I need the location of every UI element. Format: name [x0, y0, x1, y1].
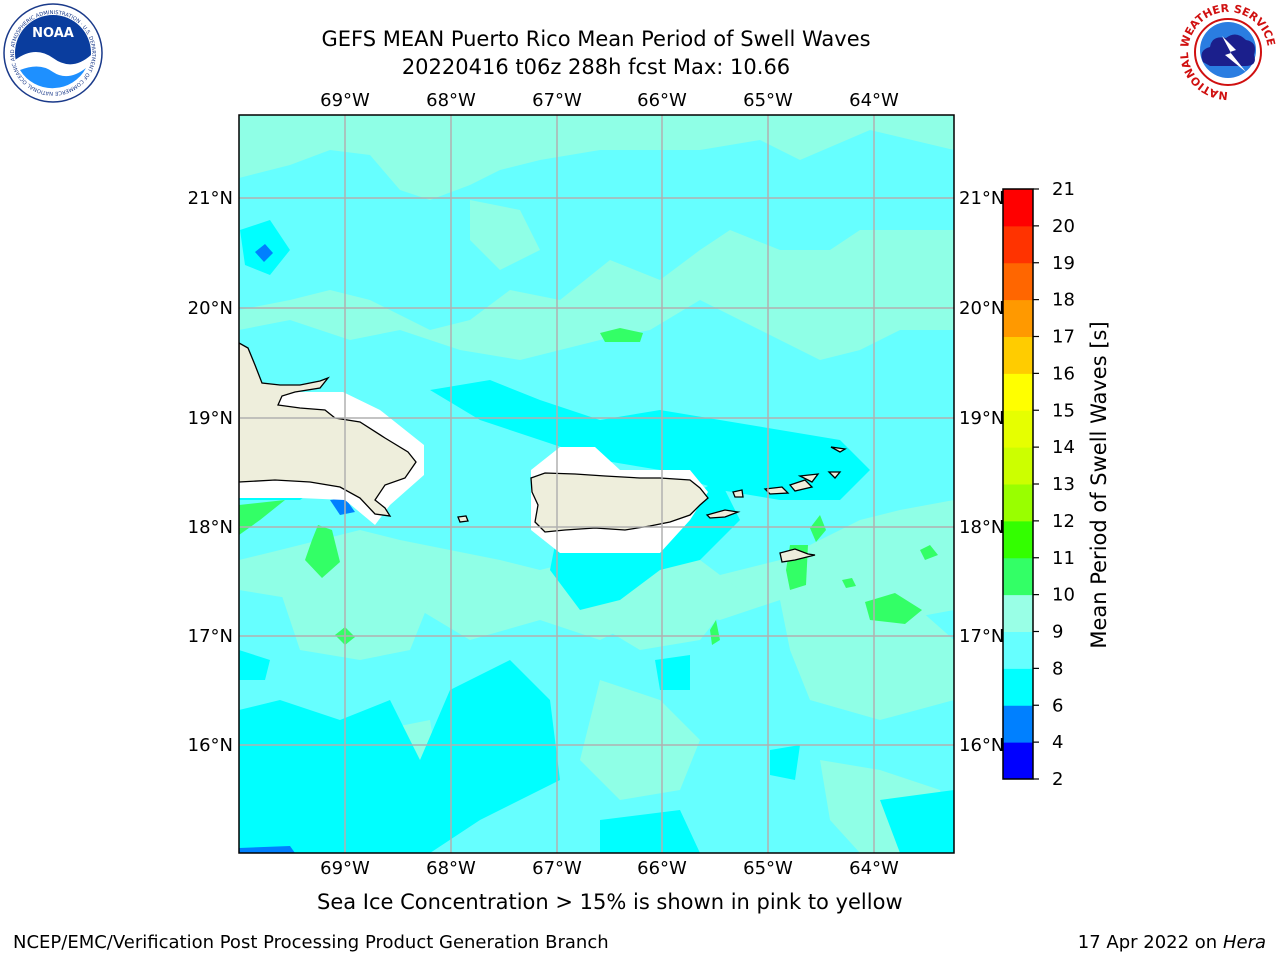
colorbar-swatch [1003, 705, 1033, 743]
colorbar-swatch [1003, 373, 1033, 411]
colorbar-swatch [1003, 557, 1033, 596]
map-field [239, 115, 954, 853]
lon-label-bottom: 65°W [743, 858, 793, 879]
puerto-rico-landmass [530, 472, 709, 533]
contour-4-6 [239, 244, 355, 853]
lon-label-bottom: 69°W [320, 858, 370, 879]
lat-label-right: 20°N [959, 298, 1004, 319]
colorbar-swatch [1003, 742, 1033, 780]
footer-date: 17 Apr 2022 on Hera [1078, 932, 1266, 953]
noaa-logo-text: NOAA [32, 26, 74, 41]
lon-label-top: 66°W [637, 90, 687, 111]
colorbar-swatch [1003, 299, 1033, 337]
footer-host: Hera [1222, 932, 1266, 953]
colorbar-tick-label: 21 [1052, 179, 1075, 200]
colorbar-tick-label: 20 [1052, 216, 1075, 237]
colorbar-tick-label: 16 [1052, 363, 1075, 384]
colorbar-tick-label: 9 [1052, 622, 1063, 643]
lat-label-left: 18°N [188, 517, 233, 538]
lon-label-top: 67°W [532, 90, 582, 111]
colorbar-tick-label: 4 [1052, 732, 1063, 753]
noaa-logo: NOAA NATIONAL OCEANIC AND ATMOSPHERIC AD… [3, 3, 103, 103]
colorbar-tick-label: 15 [1052, 400, 1075, 421]
lon-label-bottom: 68°W [426, 858, 476, 879]
colorbar-tick-label: 2 [1052, 769, 1063, 790]
colorbar-swatch [1003, 631, 1033, 669]
sea-ice-note: Sea Ice Concentration > 15% is shown in … [317, 890, 903, 914]
hispaniola-landmass [239, 342, 417, 517]
map-title: GEFS MEAN Puerto Rico Mean Period of Swe… [321, 27, 871, 51]
colorbar-swatch [1003, 447, 1033, 485]
lon-label-top: 68°W [426, 90, 476, 111]
colorbar-tick-label: 12 [1052, 511, 1075, 532]
colorbar-swatch [1003, 336, 1033, 374]
colorbar-swatch [1003, 410, 1033, 448]
lon-label-top: 69°W [320, 90, 370, 111]
colorbar-tick-label: 17 [1052, 327, 1075, 348]
lon-label-bottom: 64°W [849, 858, 899, 879]
colorbar-tick-label: 18 [1052, 290, 1075, 311]
colorbar-label: Mean Period of Swell Waves [s] [1087, 321, 1111, 648]
footer-branch: NCEP/EMC/Verification Post Processing Pr… [13, 932, 609, 953]
lat-label-left: 19°N [188, 408, 233, 429]
lat-label-right: 19°N [959, 408, 1004, 429]
lat-label-right: 17°N [959, 626, 1004, 647]
colorbar: 2 4 6 8 9 10 11 12 13 14 15 16 17 18 19 20 21 [1002, 179, 1075, 790]
lat-label-left: 21°N [188, 188, 233, 209]
colorbar-tick-label: 19 [1052, 253, 1075, 274]
lat-label-right: 18°N [959, 517, 1004, 538]
map-subtitle: 20220416 t06z 288h fcst Max: 10.66 [401, 55, 791, 79]
colorbar-swatch [1003, 668, 1033, 706]
colorbar-swatch [1003, 262, 1033, 301]
lat-label-left: 16°N [188, 735, 233, 756]
graticule [239, 115, 954, 853]
lon-label-bottom: 66°W [637, 858, 687, 879]
colorbar-tick-label: 10 [1052, 585, 1075, 606]
colorbar-tick-label: 6 [1052, 695, 1063, 716]
colorbar-swatch [1003, 594, 1033, 632]
colorbar-swatch [1003, 225, 1033, 264]
lat-label-right: 16°N [959, 735, 1004, 756]
lat-label-left: 20°N [188, 298, 233, 319]
colorbar-tick-label: 14 [1052, 437, 1075, 458]
footer-date-text: 17 Apr 2022 on [1077, 932, 1223, 953]
nws-logo: NATIONAL WEATHER SERVICE [1178, 2, 1278, 102]
colorbar-tick-label: 11 [1052, 548, 1075, 569]
lat-label-left: 17°N [188, 626, 233, 647]
lat-label-right: 21°N [959, 188, 1004, 209]
colorbar-swatch [1003, 484, 1033, 522]
lon-label-top: 65°W [743, 90, 793, 111]
landmasses [239, 342, 847, 563]
colorbar-swatch [1003, 520, 1033, 559]
lon-label-top: 64°W [849, 90, 899, 111]
colorbar-tick-label: 8 [1052, 658, 1063, 679]
lon-label-bottom: 67°W [532, 858, 582, 879]
colorbar-swatch [1003, 189, 1033, 227]
map-frame [238, 114, 955, 854]
colorbar-tick-label: 13 [1052, 474, 1075, 495]
